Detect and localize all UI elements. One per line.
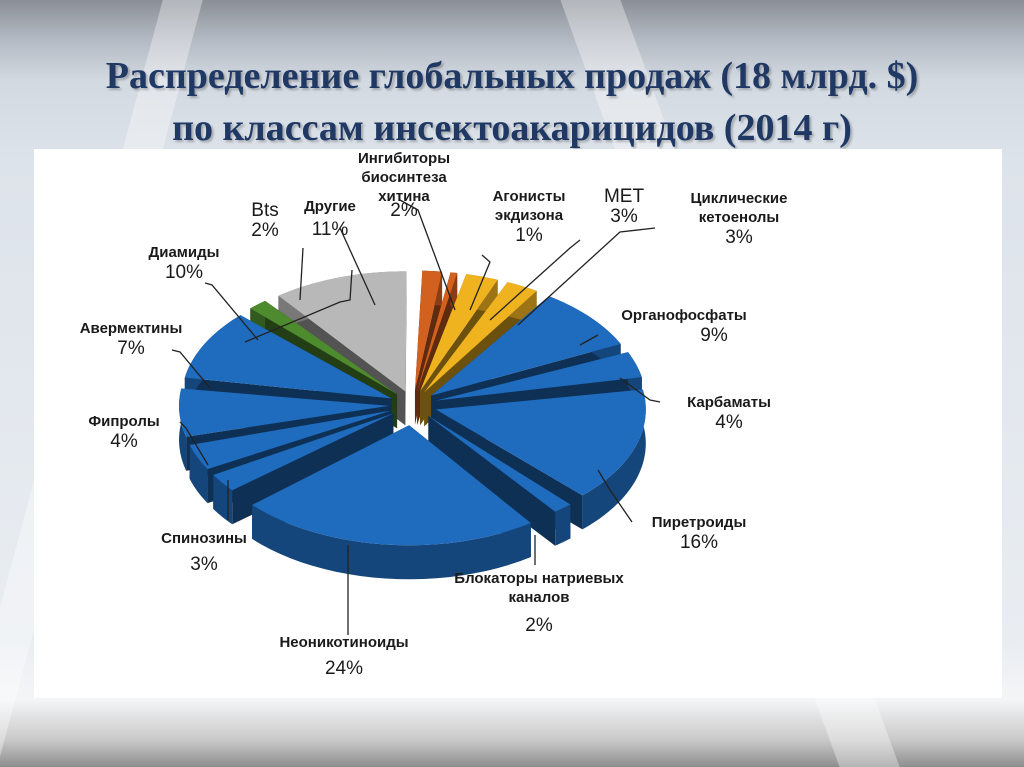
leader-line	[469, 254, 491, 311]
label-neonicotinoids: Неоникотиноиды 24%	[279, 634, 409, 679]
pie-chart	[171, 199, 661, 635]
leader-line	[399, 199, 456, 311]
pie-slice	[428, 416, 571, 546]
label-pyrethroids: Пиретроиды 16%	[651, 514, 747, 553]
label-met: MET 3%	[603, 186, 645, 227]
leader-line	[489, 239, 581, 321]
label-sodium-channel-blockers: Блокаторы натриевых каналов 2%	[454, 570, 624, 636]
leader-line	[204, 282, 259, 341]
leader-line	[339, 227, 376, 306]
label-diamides: Диамиды 10%	[148, 244, 220, 283]
slide-title: Распределение глобальных продаж (18 млрд…	[0, 50, 1024, 154]
label-other: Другие 11%	[304, 198, 356, 240]
label-keto: Циклические кетоенолы 3%	[690, 190, 788, 248]
leader-line	[619, 377, 661, 403]
label-bts: Bts 2%	[251, 200, 279, 241]
leader-line	[244, 269, 353, 343]
leader-line	[179, 421, 209, 466]
label-organophosphates: Органофосфаты 9%	[621, 307, 747, 346]
title-line-2: по классам инсектоакарицидов (2014 г)	[172, 107, 852, 149]
label-fiproles: Фипролы 4%	[88, 413, 160, 452]
label-ecdysone: Агонисты экдизона 1%	[492, 188, 566, 246]
label-carbamates: Карбаматы 4%	[687, 394, 771, 433]
label-chitin: Ингибиторы биосинтеза хитина 2%	[357, 150, 451, 221]
leader-line	[299, 247, 304, 301]
leader-line	[171, 349, 211, 389]
title-line-1: Распределение глобальных продаж (18 млрд…	[105, 55, 919, 97]
label-spinosyns: Спинозины 3%	[161, 530, 247, 575]
chart-panel: Ингибиторы биосинтеза хитина 2% Агонисты…	[34, 149, 1002, 698]
pie-slice	[252, 425, 531, 580]
leader-line	[597, 469, 633, 523]
leader-line	[579, 334, 599, 346]
label-avermectins: Авермектины 7%	[79, 320, 183, 359]
leader-line	[517, 227, 656, 326]
